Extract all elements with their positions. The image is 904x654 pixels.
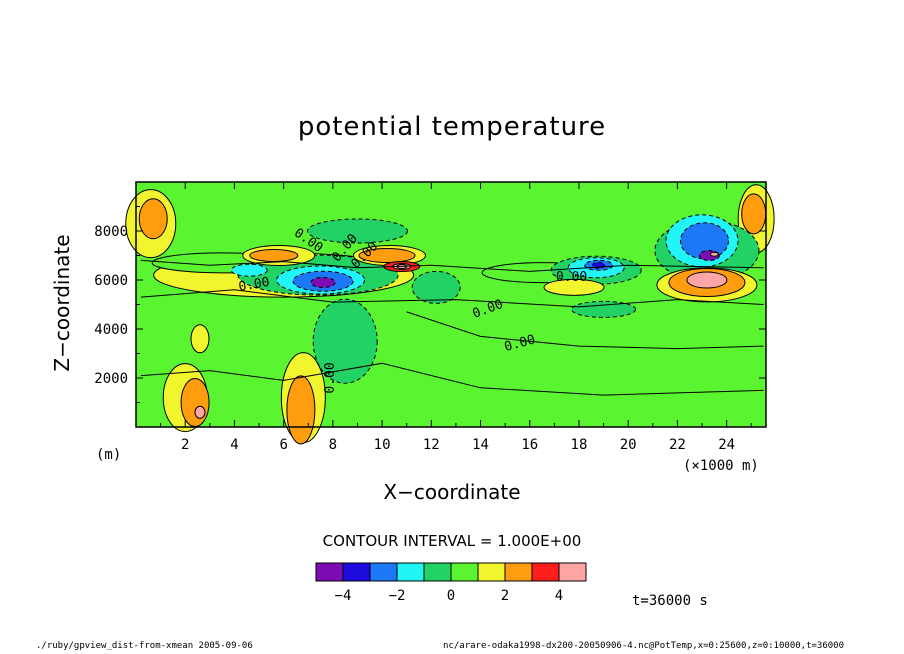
zero-contour <box>140 362 764 396</box>
contour-label: 0.00 <box>556 270 587 285</box>
y-tick-label: 8000 <box>94 224 128 240</box>
field-background <box>136 182 766 427</box>
contour-region <box>312 298 378 384</box>
contour-region <box>709 251 719 257</box>
x-tick-label: 16 <box>521 437 538 453</box>
colorbar-swatch <box>558 562 587 582</box>
contour-region <box>190 324 210 354</box>
contour-region <box>249 249 299 262</box>
colorbar-tick-label: −2 <box>389 588 406 604</box>
colorbar-tick-label: 2 <box>501 588 509 604</box>
colorbar-swatch <box>450 562 479 582</box>
zero-contour <box>140 259 764 272</box>
contour-region <box>310 276 336 288</box>
contour-region <box>306 218 408 244</box>
footer-right: nc/arare-odaka1998-dx200-20050906-4.nc@P… <box>443 641 844 651</box>
x-tick-label: 12 <box>423 437 440 453</box>
y-tick-label: 4000 <box>94 322 128 338</box>
colorbar-swatch <box>396 562 425 582</box>
contour-labels: 0.00 0.000.00 0.000.000.000.000.00 <box>237 226 587 394</box>
y-axis-label: Z−coordinate <box>50 234 74 372</box>
y-unit-label: (m) <box>96 447 122 463</box>
contour-region <box>411 270 461 304</box>
contour-region <box>679 222 729 260</box>
zero-contour <box>140 289 764 308</box>
contour-region <box>358 248 416 263</box>
zero-contour <box>406 311 764 350</box>
colorbar-tick-label: −4 <box>335 588 352 604</box>
time-label: t=36000 s <box>632 593 708 609</box>
x-tick-label: 6 <box>279 437 287 453</box>
x-tick-label: 24 <box>718 437 735 453</box>
colorbar-swatch <box>369 562 398 582</box>
footer-left: ./ruby/gpview_dist-from-xmean 2005-09-06 <box>36 641 253 651</box>
contour-label: 0.00 <box>323 362 338 393</box>
chart-title: potential temperature <box>297 112 607 142</box>
colorbar-swatch <box>477 562 506 582</box>
colorbar-tick-label: 0 <box>447 588 455 604</box>
colorbar-swatch <box>531 562 560 582</box>
contour-region <box>180 378 210 427</box>
contour-field <box>125 182 775 445</box>
x-tick-label: 10 <box>374 437 391 453</box>
contour-region <box>194 405 206 419</box>
contour-interval-label: CONTOUR INTERVAL = 1.000E+00 <box>322 532 582 550</box>
contour-region <box>286 375 316 445</box>
colorbar: −4 −2 0 2 4 <box>315 562 587 604</box>
contour-region <box>741 193 767 235</box>
x-tick-label: 14 <box>472 437 489 453</box>
x-tick-label: 18 <box>571 437 588 453</box>
contour-region <box>230 263 268 277</box>
x-tick-label: 20 <box>620 437 637 453</box>
contour-region <box>138 198 168 240</box>
colorbar-swatch <box>504 562 533 582</box>
x-unit-label: (×1000 m) <box>683 458 759 474</box>
colorbar-swatch <box>315 562 344 582</box>
contour-region <box>543 278 605 296</box>
x-tick-label: 8 <box>329 437 337 453</box>
colorbar-tick-label: 4 <box>555 588 563 604</box>
x-tick-label: 2 <box>181 437 189 453</box>
x-tick-label: 4 <box>230 437 238 453</box>
y-tick-label: 6000 <box>94 273 128 289</box>
contour-region <box>686 271 728 289</box>
x-axis-label: X−coordinate <box>383 480 521 504</box>
y-tick-label: 2000 <box>94 371 128 387</box>
colorbar-swatch <box>342 562 371 582</box>
contour-region <box>571 300 637 318</box>
colorbar-swatch <box>423 562 452 582</box>
x-tick-label: 22 <box>669 437 686 453</box>
contour-label: 0.00 <box>237 275 270 295</box>
